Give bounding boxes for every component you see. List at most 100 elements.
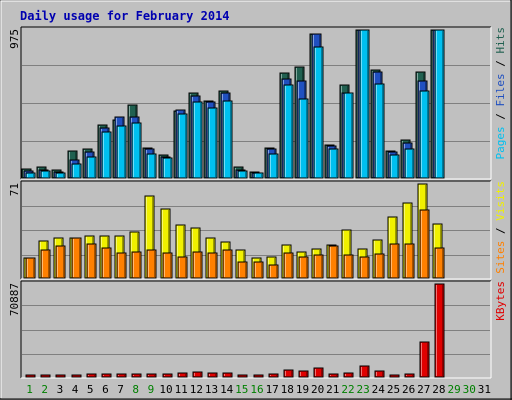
bar-sites-day-14 [222, 249, 233, 279]
bar-pages-day-1 [25, 172, 36, 179]
bar-body [419, 341, 430, 378]
bar-kbytes-day-3 [55, 374, 66, 378]
bar-body [389, 154, 400, 179]
bar-body [116, 373, 127, 378]
bar-body [101, 247, 112, 279]
bar-body [131, 251, 142, 279]
bar-body [71, 374, 82, 378]
bar-pages-day-28 [434, 29, 445, 179]
bar-sites-day-10 [162, 252, 173, 279]
bar-body [40, 249, 51, 279]
bar-kbytes-day-11 [177, 372, 188, 378]
bar-kbytes-day-26 [404, 373, 415, 378]
bar-pages-day-11 [177, 113, 188, 179]
bar-pages-day-16 [253, 172, 264, 179]
bar-body [116, 125, 127, 179]
day-label-16: 16 [250, 383, 263, 396]
chart-title: Daily usage for February 2014 [20, 9, 230, 23]
bar-body [237, 374, 248, 378]
legend-entry-pages: Pages [494, 126, 507, 159]
bar-body [298, 370, 309, 378]
bar-kbytes-day-17 [268, 373, 279, 378]
day-label-10: 10 [159, 383, 172, 396]
bar-sites-day-3 [55, 245, 66, 279]
legend-entry-hits: Hits [494, 27, 507, 54]
day-label-24: 24 [372, 383, 386, 396]
legend-entry-kbytes: KBytes [494, 281, 507, 321]
day-label-7: 7 [117, 383, 124, 396]
bar-pages-day-20 [313, 46, 324, 179]
day-label-31: 31 [478, 383, 491, 396]
bar-body [434, 29, 445, 179]
legend-volume: KBytes [494, 281, 507, 321]
bar-pages-day-27 [419, 90, 430, 179]
bar-body [25, 257, 36, 279]
bar-pages-day-4 [71, 163, 82, 179]
series-kbytes [25, 283, 445, 378]
bar-sites-day-2 [40, 249, 51, 279]
day-label-30: 30 [463, 383, 476, 396]
bar-body [131, 373, 142, 378]
bar-sites-day-24 [374, 253, 385, 279]
day-label-9: 9 [148, 383, 155, 396]
day-label-11: 11 [175, 383, 188, 396]
day-label-13: 13 [205, 383, 218, 396]
bar-pages-day-18 [283, 84, 294, 179]
bar-kbytes-day-12 [192, 371, 203, 378]
bar-sites-day-17 [268, 264, 279, 279]
legend-entry-visits: Visits [494, 181, 507, 221]
bar-sites-day-19 [298, 256, 309, 279]
bar-body [192, 371, 203, 378]
bar-sites-day-20 [313, 254, 324, 279]
bar-body [101, 373, 112, 378]
bar-body [222, 100, 233, 179]
bar-body [25, 172, 36, 179]
bar-pages-day-25 [389, 154, 400, 179]
bar-body [404, 243, 415, 279]
bar-sites-day-6 [101, 247, 112, 279]
bar-pages-day-26 [404, 148, 415, 179]
bar-pages-day-21 [328, 148, 339, 179]
bar-kbytes-day-23 [359, 365, 370, 378]
legend-entry-files: Files [494, 73, 507, 106]
bar-pages-day-23 [359, 29, 370, 179]
bar-body [146, 373, 157, 378]
bar-body [298, 98, 309, 179]
bar-sites-day-11 [177, 256, 188, 279]
bar-sites-day-26 [404, 243, 415, 279]
day-label-23: 23 [356, 383, 369, 396]
bar-pages-day-10 [162, 157, 173, 179]
bar-kbytes-day-16 [253, 374, 264, 378]
bar-body [253, 261, 264, 279]
bar-body [313, 367, 324, 378]
bar-body [283, 252, 294, 279]
bar-body [268, 264, 279, 279]
bar-body [374, 253, 385, 279]
bar-pages-day-12 [192, 101, 203, 179]
bar-kbytes-day-15 [237, 374, 248, 378]
series-pages [25, 29, 445, 179]
bar-sites-day-22 [343, 254, 354, 279]
bar-sites-day-28 [434, 247, 445, 279]
bar-body [162, 252, 173, 279]
bar-pages-day-22 [343, 92, 354, 179]
bar-body [374, 83, 385, 179]
plot-area-volume [21, 281, 491, 378]
bar-body [237, 261, 248, 279]
bar-body [268, 153, 279, 179]
bar-sites-day-15 [237, 261, 248, 279]
bar-body [237, 170, 248, 179]
bar-body [374, 370, 385, 378]
bar-body [25, 374, 36, 378]
day-label-26: 26 [402, 383, 415, 396]
legend-visitors: Sites / Visits [494, 181, 507, 274]
bar-kbytes-day-6 [101, 373, 112, 378]
bar-sites-day-27 [419, 209, 430, 279]
panel-volume: 70887 KBytes [8, 280, 507, 379]
bar-body [419, 90, 430, 179]
bar-pages-day-7 [116, 125, 127, 179]
day-label-12: 12 [190, 383, 203, 396]
bar-kbytes-day-2 [40, 374, 51, 378]
bar-sites-day-21 [328, 245, 339, 279]
